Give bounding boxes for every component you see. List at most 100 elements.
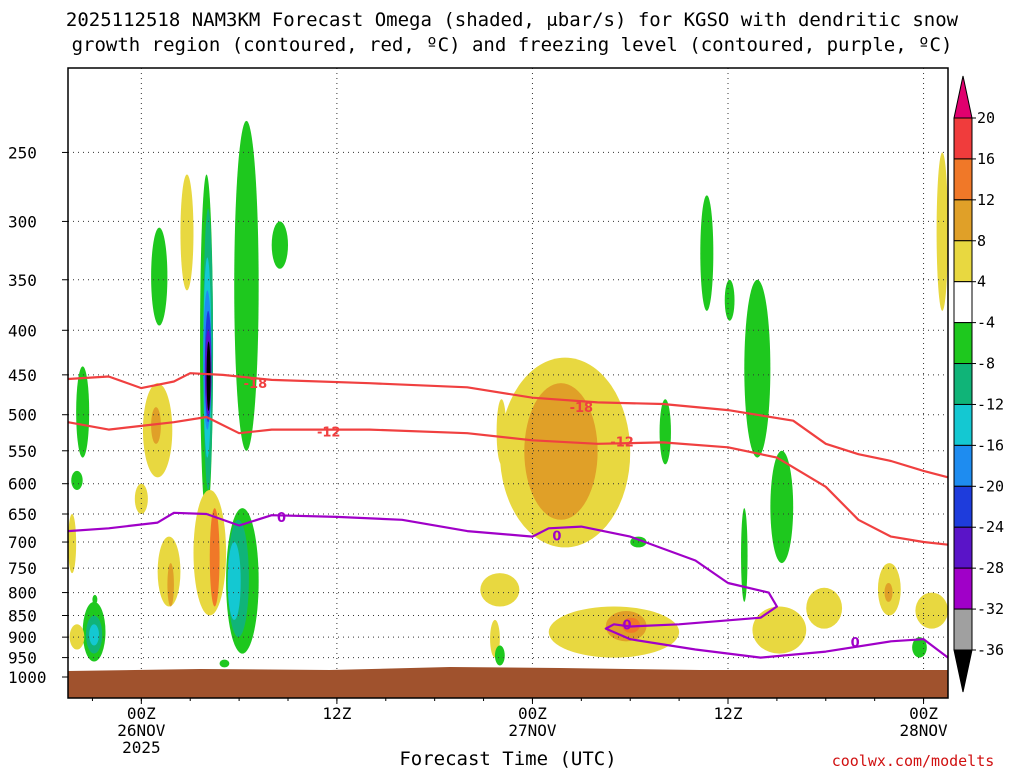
x-tick-label-3-0: 12Z — [714, 704, 743, 723]
omega-region-50 — [912, 637, 927, 658]
colorbar-bottom-arrow — [953, 649, 973, 693]
plot-area: -18 -12 0 -18 -12 0 0 0 — [67, 67, 949, 699]
colorbar-label-2: 12 — [977, 191, 995, 209]
credit-text: coolwx.com/modelts — [832, 752, 995, 768]
ground-layer — [68, 667, 948, 698]
omega-region-25 — [89, 624, 99, 646]
omega-shading-layer — [68, 120, 949, 668]
omega-region-13 — [227, 542, 241, 620]
contour-label-1: -12 — [317, 426, 341, 441]
omega-region-15 — [151, 407, 161, 444]
y-tick-label-650: 650 — [8, 505, 37, 524]
omega-region-18 — [209, 508, 220, 607]
colorbar-label-11: -28 — [977, 559, 1004, 577]
omega-region-40 — [744, 279, 771, 458]
omega-region-33 — [622, 617, 640, 633]
omega-region-8 — [206, 341, 211, 411]
contour-label-0: -18 — [244, 377, 268, 392]
x-tick-label-0-2: 2025 — [122, 738, 161, 757]
x-tick-label-4-0: 00Z — [909, 704, 938, 723]
colorbar-band-3 — [953, 240, 973, 283]
colorbar-label-8: -16 — [977, 436, 1004, 454]
colorbar-band-12 — [953, 608, 973, 651]
contour-label-4: -12 — [610, 436, 634, 451]
omega-region-48 — [915, 592, 948, 629]
colorbar-band-0 — [953, 117, 973, 160]
colorbar-band-6 — [953, 363, 973, 405]
colorbar-label-4: 4 — [977, 273, 986, 291]
colorbar-label-13: -36 — [977, 641, 1004, 659]
omega-region-39 — [724, 279, 735, 321]
contour-label-2: 0 — [277, 511, 286, 526]
omega-region-17 — [193, 489, 227, 616]
omega-region-49 — [936, 152, 949, 311]
x-tick-label-0-1: 26NOV — [117, 721, 166, 740]
colorbar-label-7: -12 — [977, 395, 1004, 413]
omega-region-37 — [659, 399, 671, 465]
x-tick-label-2-0: 00Z — [518, 704, 547, 723]
omega-region-22 — [71, 470, 83, 490]
contour-label-6: 0 — [622, 618, 631, 633]
omega-region-36 — [494, 645, 505, 666]
colorbar-label-3: 8 — [977, 232, 986, 250]
omega-region-34 — [480, 573, 520, 607]
colorbar-label-5: -4 — [977, 314, 995, 332]
omega-region-9 — [234, 120, 259, 451]
y-tick-label-600: 600 — [8, 475, 37, 494]
omega-region-38 — [700, 195, 714, 311]
colorbar-band-8 — [953, 444, 973, 487]
y-tick-label-900: 900 — [8, 628, 37, 647]
y-tick-label-800: 800 — [8, 584, 37, 603]
colorbar-band-9 — [953, 485, 973, 528]
omega-region-44 — [752, 606, 807, 654]
contour-label-3: -18 — [570, 401, 594, 416]
chart-title-line1: 2025112518 NAM3KM Forecast Omega (shaded… — [66, 9, 959, 31]
contour-label-5: 0 — [552, 529, 561, 544]
colorbar-band-7 — [953, 403, 973, 446]
y-tick-label-250: 250 — [8, 143, 37, 162]
colorbar-label-12: -32 — [977, 600, 1004, 618]
x-tick-label-2-1: 27NOV — [508, 721, 557, 740]
y-tick-label-850: 850 — [8, 607, 37, 626]
omega-region-1 — [180, 174, 194, 291]
omega-region-21 — [76, 366, 90, 458]
colorbar-label-6: -8 — [977, 355, 995, 373]
omega-region-51 — [92, 594, 98, 605]
x-tick-label-4-1: 28NOV — [899, 721, 948, 740]
contour-layer: -18 -12 0 -18 -12 0 0 0 — [67, 372, 949, 659]
y-tick-label-950: 950 — [8, 649, 37, 668]
y-tick-label-450: 450 — [8, 366, 37, 385]
omega-region-41 — [770, 450, 794, 564]
ground-surface — [68, 667, 948, 698]
colorbar-label-9: -20 — [977, 477, 1004, 495]
y-tick-label-400: 400 — [8, 321, 37, 340]
colorbar-label-10: -24 — [977, 518, 1004, 536]
colorbar-top-arrow — [953, 75, 973, 119]
omega-region-27 — [68, 513, 77, 574]
omega-region-42 — [741, 508, 748, 602]
y-tick-label-700: 700 — [8, 533, 37, 552]
colorbar-band-1 — [953, 158, 973, 201]
contour-0 — [67, 372, 949, 479]
colorbar-label-0: 20 — [977, 109, 995, 127]
omega-region-26 — [69, 624, 85, 650]
omega-region-0 — [151, 227, 168, 326]
omega-region-52 — [219, 659, 230, 668]
y-tick-label-1000: 1000 — [8, 668, 47, 687]
colorbar-band-10 — [953, 526, 973, 569]
y-tick-label-750: 750 — [8, 559, 37, 578]
x-tick-label-1-0: 12Z — [322, 704, 351, 723]
omega-region-29 — [524, 383, 598, 520]
colorbar: 20 16 12 8 4 -4 -8 -12 -16 -20 -24 -28 -32 -36 — [953, 75, 1004, 693]
contour-1 — [67, 415, 949, 546]
contour-2 — [67, 511, 949, 659]
colorbar-band-4 — [953, 281, 973, 324]
chart-title-line2: growth region (contoured, red, ºC) and f… — [72, 34, 953, 56]
y-axis-ticks: 250 300 350 400 450 500 550 600 650 700 750 800 850 9… — [8, 143, 68, 687]
plot-frame — [67, 67, 949, 699]
y-tick-label-550: 550 — [8, 442, 37, 461]
colorbar-band-11 — [953, 567, 973, 610]
omega-region-20 — [167, 563, 174, 607]
omega-region-10 — [271, 221, 288, 269]
